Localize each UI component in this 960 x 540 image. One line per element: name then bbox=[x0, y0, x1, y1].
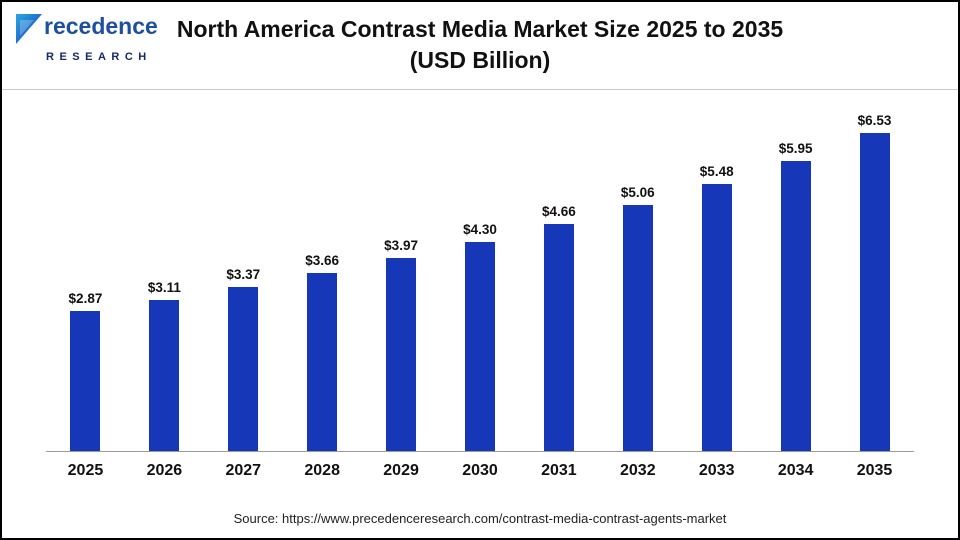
bar-column: $3.97 bbox=[362, 238, 441, 451]
bar-column: $3.37 bbox=[204, 267, 283, 451]
x-axis-tick-label: 2032 bbox=[620, 462, 656, 479]
bar-column: $2.87 bbox=[46, 291, 125, 451]
x-axis-labels: 2025 2026 2027 2028 2029 2030 2031 2032 2033 2034… bbox=[46, 452, 914, 486]
bar bbox=[70, 311, 101, 451]
bar-chart: $2.87 $3.11 $3.37 $3.66 $3.97 $4.30 $4.66 $5.06… bbox=[2, 90, 958, 503]
logo-research-text: RESEARCH bbox=[46, 51, 152, 63]
bar-value-label: $5.06 bbox=[620, 185, 655, 200]
bar-value-label: $6.53 bbox=[857, 113, 892, 128]
x-axis-tick-label: 2025 bbox=[67, 462, 104, 479]
bar-value-label: $4.30 bbox=[463, 222, 497, 237]
chart-title: North America Contrast Media Market Size… bbox=[2, 2, 958, 76]
source-citation: Source: https://www.precedenceresearch.c… bbox=[233, 511, 727, 526]
bars-plot-area: $2.87 $3.11 $3.37 $3.66 $3.97 $4.30 $4.66 $5.06… bbox=[46, 104, 914, 452]
bar-column: $3.66 bbox=[283, 253, 362, 451]
x-axis-tick-label: 2029 bbox=[383, 462, 419, 479]
logo-p-triangle-icon bbox=[16, 14, 42, 49]
logo-wordmark: recedence bbox=[44, 13, 158, 39]
bar-column: $5.06 bbox=[598, 185, 677, 451]
bar-column: $3.11 bbox=[125, 280, 204, 451]
bar bbox=[701, 184, 732, 451]
bar bbox=[622, 205, 653, 451]
bar-column: $4.66 bbox=[519, 204, 598, 451]
bar-value-label: $3.11 bbox=[147, 280, 181, 295]
bar-value-label: $2.87 bbox=[68, 291, 103, 306]
bar-value-label: $3.37 bbox=[226, 267, 261, 282]
bar-column: $5.48 bbox=[677, 164, 756, 451]
bar-column: $5.95 bbox=[756, 141, 835, 451]
chart-title-line2: (USD Billion) bbox=[409, 47, 551, 74]
x-axis-tick-label: 2027 bbox=[225, 462, 262, 479]
bar bbox=[859, 133, 890, 451]
x-axis-tick-label: 2033 bbox=[698, 462, 735, 479]
x-axis-tick-label: 2030 bbox=[462, 462, 498, 479]
x-axis-tick-label: 2035 bbox=[856, 462, 893, 479]
bar-column: $4.30 bbox=[441, 222, 520, 451]
bar bbox=[228, 287, 259, 451]
x-axis-tick-label: 2031 bbox=[541, 462, 577, 479]
x-axis-tick-label: 2034 bbox=[777, 462, 814, 479]
precedence-research-logo: recedence RESEARCH bbox=[16, 13, 158, 63]
bar bbox=[464, 242, 495, 451]
bar bbox=[780, 161, 811, 451]
x-axis-tick-label: 2028 bbox=[304, 462, 340, 479]
bar bbox=[386, 258, 417, 451]
chart-title-line1: North America Contrast Media Market Size… bbox=[176, 16, 784, 42]
bar bbox=[307, 273, 338, 451]
logo-top: recedence bbox=[16, 13, 158, 49]
bar bbox=[149, 300, 180, 451]
bar bbox=[543, 224, 574, 451]
x-axis-tick-label: 2026 bbox=[146, 462, 183, 479]
bar-value-label: $4.66 bbox=[541, 204, 576, 219]
header: recedence RESEARCH North America Contras… bbox=[2, 2, 958, 90]
bar-value-label: $3.97 bbox=[384, 238, 418, 253]
bar-value-label: $5.48 bbox=[699, 164, 734, 179]
bar-column: $6.53 bbox=[835, 113, 914, 451]
bar-value-label: $3.66 bbox=[305, 253, 340, 268]
bar-value-label: $5.95 bbox=[778, 141, 813, 156]
